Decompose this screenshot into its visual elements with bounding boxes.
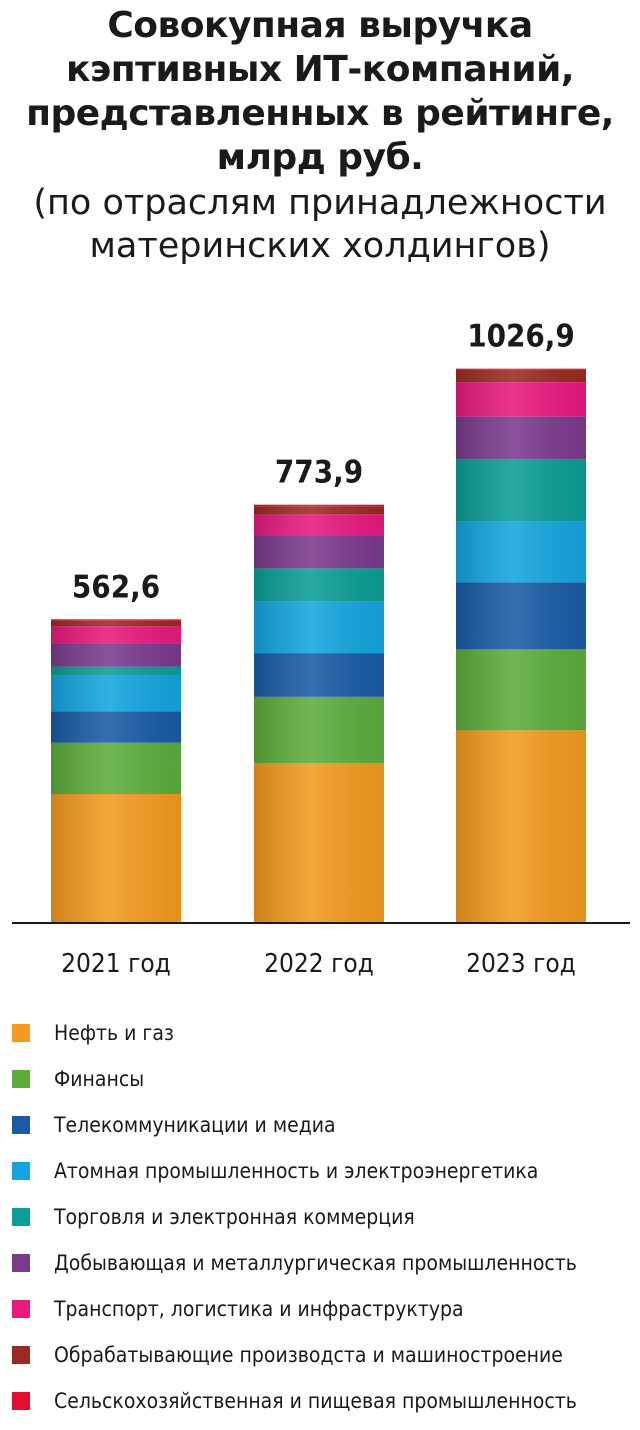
chart-title-line: млрд руб.	[216, 137, 424, 178]
legend-item: Нефть и газ	[12, 1010, 632, 1056]
legend-item: Обрабатывающие производста и машинострое…	[12, 1332, 632, 1378]
legend-label: Транспорт, логистика и инфраструктура	[54, 1297, 464, 1321]
total-value-label: 562,6	[72, 569, 160, 605]
legend-swatch	[12, 1070, 30, 1088]
chart-title-line: кэптивных ИТ-компаний,	[65, 49, 575, 90]
legend-label: Атомная промышленность и электроэнергети…	[54, 1159, 539, 1183]
x-tick-label: 2022 год	[264, 949, 374, 979]
legend-swatch	[12, 1208, 30, 1226]
legend: Нефть и газ Финансы Телекоммуникации и мед…	[12, 1010, 632, 1424]
legend-label: Сельскохозяйственная и пищевая промышлен…	[54, 1389, 577, 1413]
bar-shading	[51, 619, 181, 923]
title-block: Совокупная выручка кэптивных ИТ-компаний…	[0, 4, 640, 268]
legend-item: Сельскохозяйственная и пищевая промышлен…	[12, 1378, 632, 1424]
legend-item: Финансы	[12, 1056, 632, 1102]
bar-shading	[254, 504, 384, 923]
chart-subtitle-line: материнских холдингов)	[89, 226, 551, 266]
chart-subtitle: (по отраслям принадлежности материнских …	[0, 182, 640, 268]
legend-swatch	[12, 1346, 30, 1364]
legend-label: Телекоммуникации и медиа	[54, 1113, 336, 1137]
chart-title-line: представленных в рейтинге,	[26, 93, 614, 134]
legend-label: Добывающая и металлургическая промышленн…	[54, 1251, 577, 1275]
stacked-bar-chart: 562,6 2021 год 773,9 2022 год 1026,9 2023 год	[12, 319, 630, 979]
legend-item: Телекоммуникации и медиа	[12, 1102, 632, 1148]
chart-subtitle-line: (по отраслям принадлежности	[33, 183, 607, 223]
legend-swatch	[12, 1300, 30, 1318]
legend-label: Торговля и электронная коммерция	[54, 1205, 415, 1229]
chart-title: Совокупная выручка кэптивных ИТ-компаний…	[0, 4, 640, 180]
bar-shading	[456, 368, 586, 923]
legend-label: Обрабатывающие производста и машинострое…	[54, 1343, 563, 1367]
total-value-label: 773,9	[275, 455, 363, 491]
legend-label: Нефть и газ	[54, 1021, 174, 1045]
legend-swatch	[12, 1254, 30, 1272]
legend-item: Атомная промышленность и электроэнергети…	[12, 1148, 632, 1194]
legend-item: Добывающая и металлургическая промышленн…	[12, 1240, 632, 1286]
legend-item: Транспорт, логистика и инфраструктура	[12, 1286, 632, 1332]
legend-swatch	[12, 1024, 30, 1042]
x-tick-label: 2021 год	[61, 949, 171, 979]
x-tick-label: 2023 год	[466, 949, 576, 979]
chart-title-line: Совокупная выручка	[107, 5, 533, 46]
legend-label: Финансы	[54, 1067, 145, 1091]
legend-swatch	[12, 1392, 30, 1410]
legend-swatch	[12, 1162, 30, 1180]
total-value-label: 1026,9	[467, 319, 575, 355]
legend-item: Торговля и электронная коммерция	[12, 1194, 632, 1240]
legend-swatch	[12, 1116, 30, 1134]
